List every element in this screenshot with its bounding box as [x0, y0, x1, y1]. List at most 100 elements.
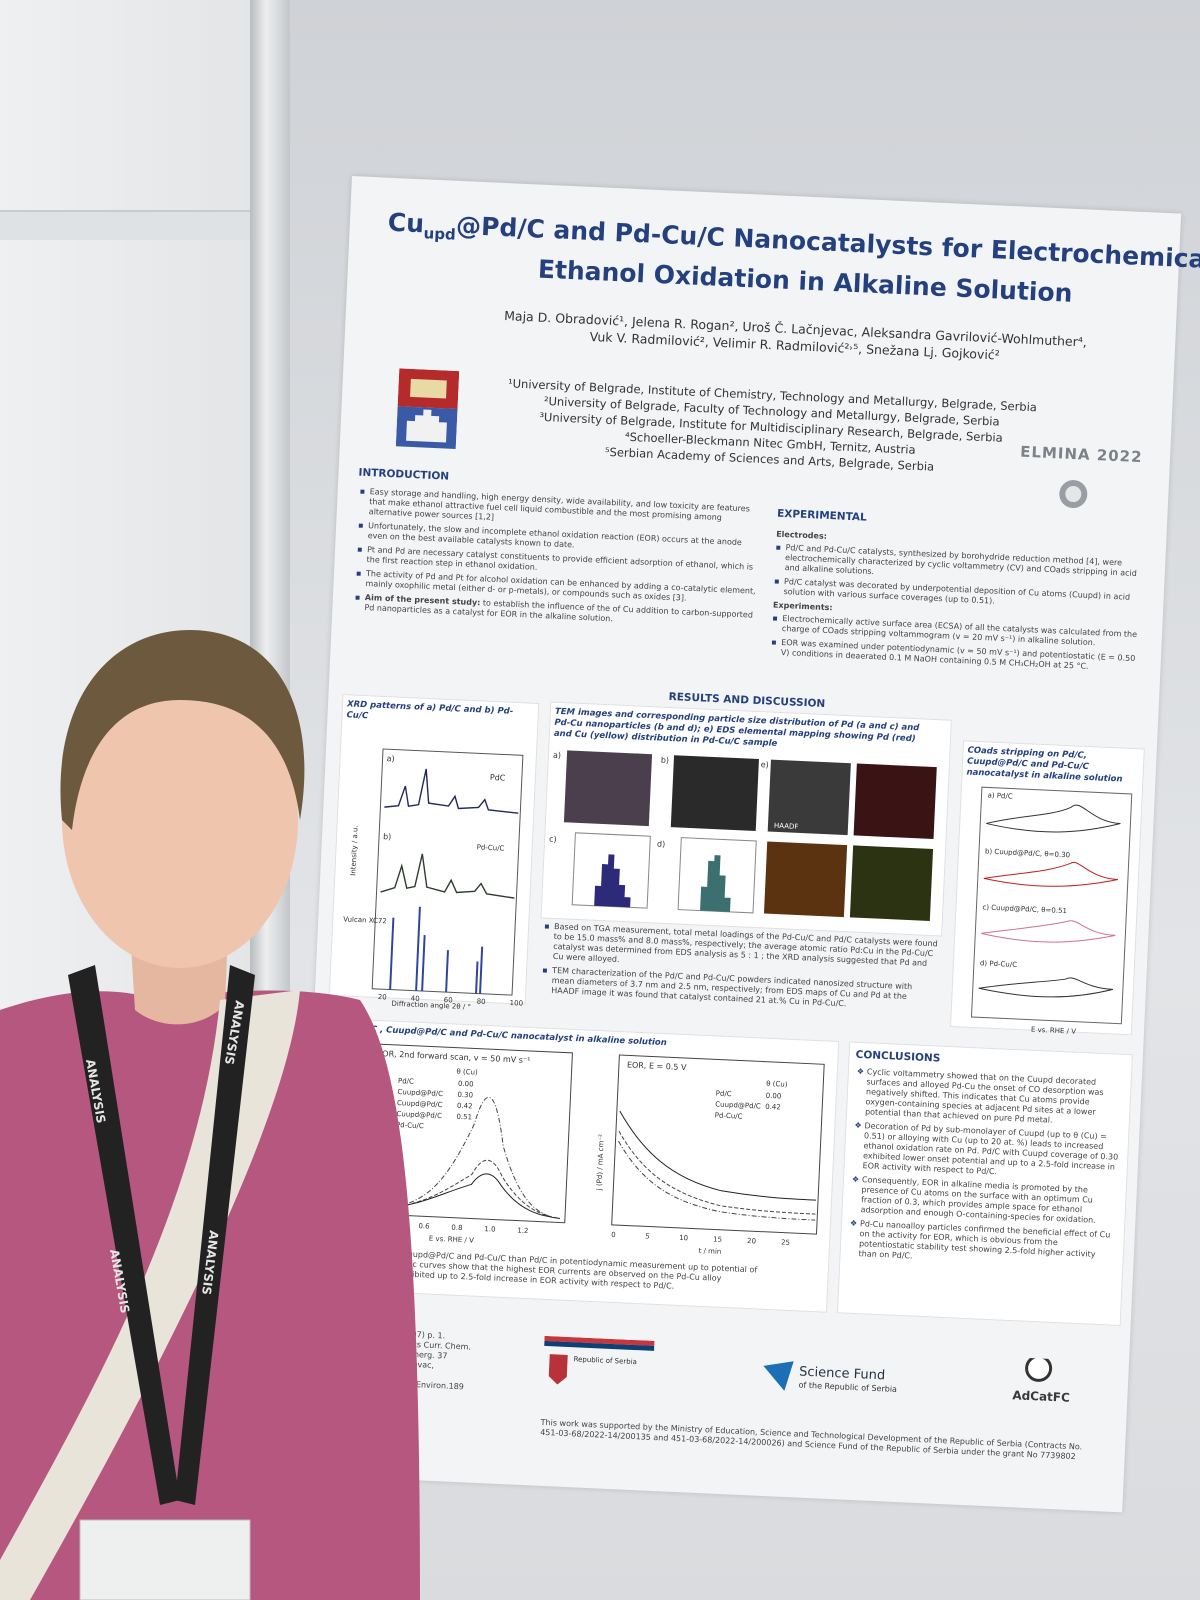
axis-label: Intensity / a.u. [349, 825, 359, 876]
diffraction-curve [384, 768, 519, 814]
logo-text: of the Republic of Serbia [798, 1381, 897, 1394]
plot-label: EOR, E = 0.5 V [627, 1060, 687, 1072]
badge [79, 1519, 251, 1600]
label: 20 [378, 993, 387, 1001]
logo-text: Republic of Serbia [573, 1355, 637, 1366]
axis-label: E vs. RHE / V [1031, 1026, 1077, 1036]
reference-label: Vulcan XC72 [343, 915, 387, 925]
eor-curve [618, 1130, 816, 1215]
logo-text: AdCatFC [1012, 1388, 1070, 1405]
plot-frame [371, 748, 524, 996]
label: 15 [713, 1235, 722, 1243]
panel-label: b) [661, 756, 670, 765]
label: 25 [781, 1239, 790, 1247]
axis-label: j (Pd) / mA cm⁻² [595, 1134, 606, 1192]
label: 1.2 [517, 1227, 528, 1235]
eor-curve [370, 1173, 560, 1219]
legend-values: 0.00 0.30 0.42 0.51 [456, 1080, 473, 1122]
co-stripping-figure: a) Pd/C b) Cuupd@Pd/C, θ=0.30 c) Cuupd@Pd/… [970, 786, 1133, 1036]
axis-label: E vs. RHE / V [429, 1235, 475, 1245]
xrd-figure: a) PdC b) Pd-Cu/C Vulcan XC72 Intensity … [343, 748, 524, 1012]
label: Pd/C [398, 1077, 414, 1086]
coat-of-arms [548, 1354, 568, 1385]
poster: Cuupd@Pd/C and Pd-Cu/C Nanocatalysts for… [293, 176, 1200, 1513]
tem-figure: a) b) e) c) d) HAADF [549, 750, 937, 921]
label: 20 [747, 1237, 756, 1245]
label: 40 [411, 995, 420, 1003]
eds-map [849, 845, 934, 921]
flag-stripe [544, 1340, 655, 1351]
label: 0.00 [766, 1092, 782, 1101]
panel-label: e) [761, 760, 769, 769]
panel-label: b) [383, 832, 392, 841]
diffraction-curve [380, 853, 515, 899]
legend-header: θ (Cu) [456, 1068, 478, 1077]
conference-emblem [1059, 480, 1088, 509]
plot-frame [611, 1054, 825, 1235]
eor-curve [619, 1110, 817, 1201]
label: d) Pd-Cu/C [980, 959, 1018, 969]
crest-book [410, 378, 447, 399]
xrd-panel: XRD patterns of a) Pd/C and b) Pd-Cu/C a… [328, 694, 540, 1011]
plot-frame [970, 786, 1133, 1025]
haadf-image [767, 759, 851, 836]
tem-panel: TEM images and corresponding particle si… [540, 701, 952, 937]
label: Cuupd@Pd/C [715, 1100, 761, 1110]
co-stripping-panel: COads stripping on Pd/C, Cuupd@Pd/C and … [950, 740, 1145, 1036]
science-fund-icon [763, 1361, 794, 1391]
legend-header: θ (Cu) [766, 1080, 788, 1089]
voltammogram [986, 804, 1121, 833]
face [62, 672, 298, 968]
eor-curve [370, 1159, 560, 1219]
voltammogram [978, 977, 1114, 998]
label: 0 [611, 1231, 616, 1239]
emblem-inner [1065, 486, 1082, 503]
x-ticks: 0 5 10 15 20 25 [611, 1231, 790, 1247]
crest-castle [406, 409, 447, 443]
label: Pd-Cu/C [715, 1111, 743, 1120]
lanyard-strap [68, 965, 180, 1505]
hair [60, 630, 305, 830]
legend-values: 0.00 0.42 [765, 1092, 781, 1112]
label: 0.6 [418, 1222, 430, 1231]
eds-map [853, 763, 937, 840]
label: c) Cuupd@Pd/C, θ=0.51 [982, 903, 1067, 915]
label: Cuupd@Pd/C [396, 1110, 442, 1120]
label: 100 [509, 999, 523, 1008]
panel-label: d) [657, 840, 666, 849]
label: 0.30 [457, 1091, 473, 1100]
label: 1.0 [484, 1225, 495, 1233]
label: a) Pd/C [987, 791, 1013, 800]
label: b) Cuupd@Pd/C, θ=0.30 [985, 847, 1070, 859]
curve-label: Pd-Cu/C [476, 843, 504, 852]
university-crest [395, 368, 460, 449]
tem-image [563, 750, 653, 827]
panel-labels: a) Pd/C b) Cuupd@Pd/C, θ=0.30 c) Cuupd@Pd/… [980, 791, 1071, 969]
eor-curve [370, 1096, 560, 1219]
lanyard-strap [175, 965, 255, 1505]
x-ticks: 20 40 60 80 100 [378, 993, 524, 1008]
label: Cuupd@Pd/C [397, 1099, 443, 1109]
label: 10 [679, 1234, 688, 1242]
tem-image [670, 755, 759, 831]
voltammogram [981, 920, 1116, 943]
label: Pd/C [716, 1089, 732, 1098]
label: Pd-Cu/C [396, 1121, 424, 1130]
label: 0.00 [458, 1080, 474, 1089]
curve-label: PdC [490, 773, 506, 783]
axis-label: t / min [698, 1247, 721, 1256]
legend: Pd/C Cuupd@Pd/CPd-Cu/C [715, 1089, 761, 1120]
eds-map [763, 841, 848, 918]
axis-label: Diffraction angle 2θ / ° [391, 1000, 471, 1012]
panel-label: c) [549, 835, 557, 844]
voltammogram [983, 861, 1118, 887]
image-label: HAADF [774, 822, 799, 831]
legend: Pd/CCuupd@Pd/CCuupd@Pd/CCuupd@Pd/CPd-Cu/… [396, 1077, 443, 1130]
flag-stripe [544, 1335, 655, 1346]
logo-text: Science Fund [799, 1365, 886, 1384]
reference-lines [389, 906, 484, 994]
label: 60 [444, 996, 453, 1004]
label: 0.8 [451, 1224, 462, 1232]
label: 0.42 [457, 1102, 473, 1111]
